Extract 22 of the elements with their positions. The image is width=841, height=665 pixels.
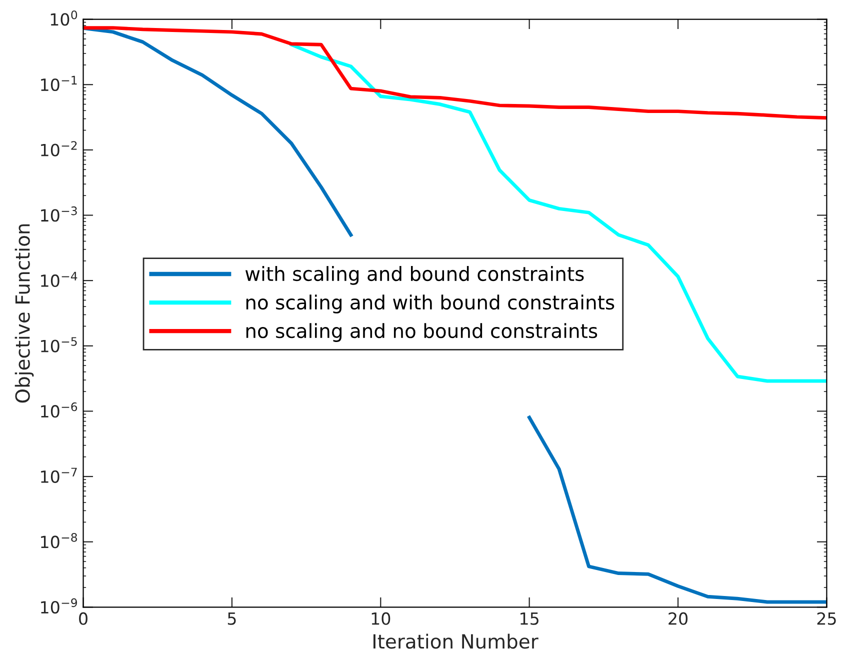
- y-tick-label: 10$^{−7}$: [41, 468, 77, 483]
- y-tick-label: 10$^{−8}$: [41, 532, 77, 548]
- y-tick-label: 10$^{−4}$: [41, 272, 78, 288]
- legend-label: no scaling and no bound constraints: [246, 323, 598, 342]
- y-axis-title: Objective Function: [14, 224, 34, 403]
- y-tick-label: 10$^{−5}$: [41, 337, 77, 352]
- y-tick-label: 10$^{−2}$: [41, 141, 77, 156]
- legend-label: with scaling and bound constraints: [245, 266, 584, 285]
- x-tick-label: 5: [228, 612, 236, 625]
- x-tick-label: 15: [520, 612, 538, 625]
- y-tick-label: 10$^{−6}$: [41, 402, 78, 418]
- x-tick-label: 0: [79, 612, 88, 625]
- line-series: [83, 26, 827, 120]
- x-tick-label: 25: [817, 612, 836, 625]
- legend-label: no scaling and with bound constraints: [246, 294, 614, 314]
- x-tick-label: 10: [372, 612, 390, 625]
- x-axis-title: Iteration Number: [374, 634, 538, 649]
- y-tick-label: 10$^{0}$: [50, 10, 78, 26]
- y-tick-label: 10$^{−1}$: [41, 76, 77, 92]
- y-tick-label: 10$^{−3}$: [41, 206, 77, 222]
- x-tick-label: 20: [668, 612, 688, 625]
- y-tick-label: 10$^{−9}$: [41, 598, 77, 614]
